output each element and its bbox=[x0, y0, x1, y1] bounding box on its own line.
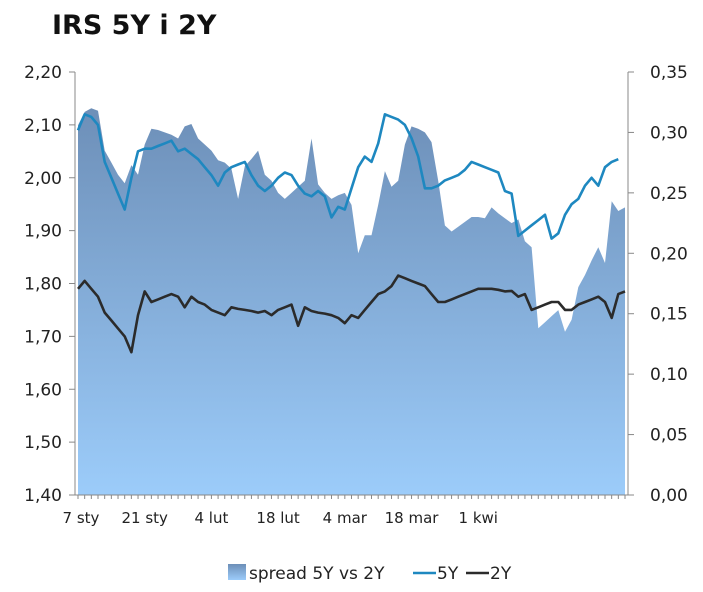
series-spread-area bbox=[78, 108, 625, 496]
y-left-tick-label: 1,40 bbox=[24, 486, 62, 506]
y-right-tick-label: 0,20 bbox=[650, 244, 688, 264]
x-tick-label: 1 kwi bbox=[459, 509, 498, 527]
y-right-tick-label: 0,00 bbox=[650, 486, 688, 506]
y-right-tick-label: 0,10 bbox=[650, 365, 688, 385]
x-tick-label: 18 mar bbox=[385, 509, 440, 527]
axes: 1,40 1,50 1,60 1,70 1,80 1,90 2,00 2,10 2,20 0,00… bbox=[24, 63, 688, 527]
legend: spread 5Y vs 2Y 5Y 2Y bbox=[228, 564, 512, 584]
x-tick-label: 18 lut bbox=[256, 509, 300, 527]
y-right-tick-label: 0,15 bbox=[650, 305, 688, 325]
x-tick-label: 4 mar bbox=[323, 509, 368, 527]
y-left-tick-label: 1,80 bbox=[24, 275, 62, 295]
y-left-tick-label: 2,20 bbox=[24, 63, 62, 83]
y-left-tick-label: 1,60 bbox=[24, 380, 62, 400]
y-right-tick-label: 0,25 bbox=[650, 184, 688, 204]
y-left-tick-label: 1,90 bbox=[24, 222, 62, 242]
legend-swatch-spread bbox=[228, 564, 246, 580]
chart-title: IRS 5Y i 2Y bbox=[52, 10, 217, 41]
plot-area bbox=[76, 108, 626, 496]
y-left-tick-label: 1,50 bbox=[24, 433, 62, 453]
legend-label-2y: 2Y bbox=[490, 564, 512, 584]
y-left-tick-label: 2,10 bbox=[24, 116, 62, 136]
series-2y-line bbox=[77, 274, 626, 354]
y-right-tick-label: 0,05 bbox=[650, 426, 688, 446]
y-right-tick-label: 0,35 bbox=[650, 63, 688, 83]
y-left-tick-label: 1,70 bbox=[24, 327, 62, 347]
legend-label-spread: spread 5Y vs 2Y bbox=[249, 564, 385, 584]
y-left-tick-label: 2,00 bbox=[24, 169, 62, 189]
x-tick-label: 7 sty bbox=[63, 509, 100, 527]
y-right-tick-label: 0,30 bbox=[650, 123, 688, 143]
legend-label-5y: 5Y bbox=[437, 564, 459, 584]
x-tick-label: 4 lut bbox=[194, 509, 228, 527]
x-tick-label: 21 sty bbox=[121, 509, 168, 527]
series-5y-line bbox=[76, 113, 619, 240]
